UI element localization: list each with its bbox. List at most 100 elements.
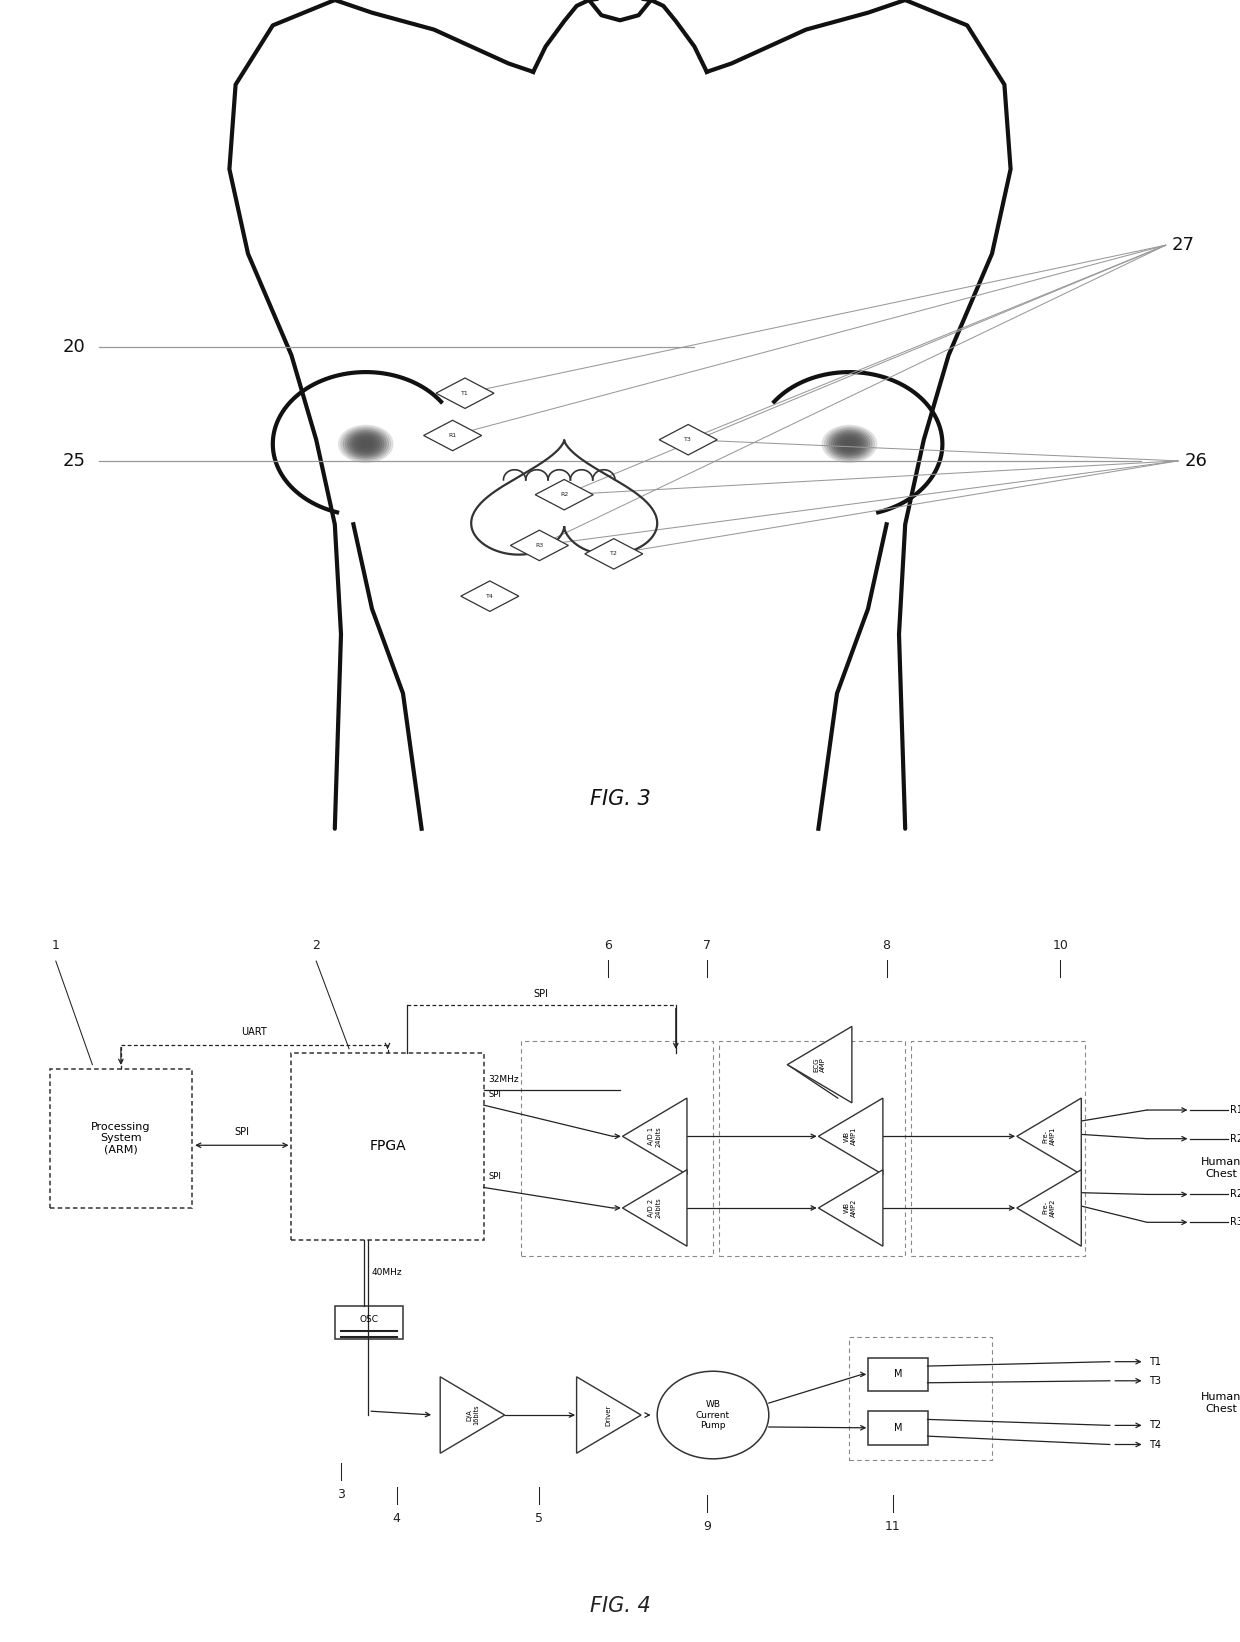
Text: UART: UART bbox=[242, 1026, 267, 1036]
Polygon shape bbox=[1017, 1098, 1081, 1174]
Circle shape bbox=[825, 427, 874, 461]
Text: R3: R3 bbox=[1230, 1217, 1240, 1227]
Text: A/D 1
24bits: A/D 1 24bits bbox=[649, 1126, 661, 1146]
Circle shape bbox=[341, 427, 391, 461]
Text: WB
Current
Pump: WB Current Pump bbox=[696, 1401, 730, 1430]
Text: 26: 26 bbox=[1184, 452, 1207, 470]
Text: 25: 25 bbox=[63, 452, 86, 470]
Text: D/A
16bits: D/A 16bits bbox=[466, 1404, 479, 1425]
Text: T1: T1 bbox=[1149, 1356, 1162, 1366]
Circle shape bbox=[357, 438, 374, 450]
Text: T2: T2 bbox=[1149, 1420, 1162, 1430]
Circle shape bbox=[841, 438, 858, 450]
Text: T3: T3 bbox=[1149, 1376, 1162, 1386]
Circle shape bbox=[361, 440, 371, 447]
Ellipse shape bbox=[657, 1371, 769, 1458]
Text: M: M bbox=[894, 1369, 901, 1379]
Circle shape bbox=[831, 432, 868, 456]
Text: R1: R1 bbox=[1230, 1105, 1240, 1115]
Text: T4: T4 bbox=[1149, 1440, 1162, 1450]
Text: 8: 8 bbox=[883, 939, 890, 952]
Text: 3: 3 bbox=[337, 1488, 345, 1501]
Text: SPI: SPI bbox=[489, 1172, 501, 1181]
Circle shape bbox=[352, 435, 379, 453]
Polygon shape bbox=[818, 1098, 883, 1174]
Polygon shape bbox=[511, 530, 568, 560]
Text: SPI: SPI bbox=[234, 1128, 249, 1138]
Text: WB
AMP1: WB AMP1 bbox=[844, 1126, 857, 1146]
Polygon shape bbox=[440, 1376, 505, 1453]
Text: A/D 2
24bits: A/D 2 24bits bbox=[649, 1197, 661, 1218]
Text: Processing
System
(ARM): Processing System (ARM) bbox=[92, 1121, 150, 1154]
Polygon shape bbox=[461, 581, 518, 611]
Text: 9: 9 bbox=[703, 1520, 711, 1534]
Circle shape bbox=[842, 438, 857, 448]
Text: 32MHz: 32MHz bbox=[489, 1076, 520, 1084]
Text: 40MHz: 40MHz bbox=[372, 1268, 403, 1277]
Bar bbox=[868, 1410, 928, 1445]
Circle shape bbox=[828, 430, 870, 458]
Text: 2: 2 bbox=[312, 939, 320, 952]
Text: 27: 27 bbox=[1172, 236, 1195, 255]
Circle shape bbox=[833, 433, 866, 455]
Text: Human
Chest: Human Chest bbox=[1202, 1158, 1240, 1179]
Text: ECG
AMP: ECG AMP bbox=[813, 1057, 826, 1072]
Circle shape bbox=[847, 442, 852, 445]
Bar bbox=[50, 1069, 192, 1209]
Text: T1: T1 bbox=[461, 391, 469, 396]
Text: SPI: SPI bbox=[489, 1090, 501, 1098]
Text: 1: 1 bbox=[52, 939, 60, 952]
Circle shape bbox=[345, 430, 387, 458]
Polygon shape bbox=[787, 1026, 852, 1103]
Text: T2: T2 bbox=[610, 552, 618, 557]
Text: 7: 7 bbox=[703, 939, 711, 952]
Bar bbox=[849, 1337, 992, 1460]
Circle shape bbox=[827, 429, 872, 460]
Polygon shape bbox=[818, 1169, 883, 1246]
Text: Driver: Driver bbox=[606, 1404, 611, 1425]
Polygon shape bbox=[622, 1098, 687, 1174]
Text: Pre-
AMP2: Pre- AMP2 bbox=[1043, 1199, 1055, 1217]
Text: OSC: OSC bbox=[360, 1315, 378, 1323]
Polygon shape bbox=[585, 539, 642, 570]
Polygon shape bbox=[536, 479, 593, 511]
Text: R2: R2 bbox=[560, 493, 568, 498]
Bar bbox=[291, 1053, 484, 1240]
Circle shape bbox=[822, 425, 877, 463]
Bar bbox=[911, 1041, 1085, 1256]
Text: FIG. 4: FIG. 4 bbox=[590, 1596, 650, 1616]
Circle shape bbox=[347, 432, 384, 456]
Text: Pre-
AMP1: Pre- AMP1 bbox=[1043, 1126, 1055, 1146]
Text: FPGA: FPGA bbox=[370, 1140, 405, 1153]
Bar bbox=[719, 1041, 905, 1256]
Polygon shape bbox=[660, 425, 717, 455]
Bar bbox=[335, 1305, 403, 1340]
Circle shape bbox=[350, 433, 382, 455]
Circle shape bbox=[339, 425, 393, 463]
Text: FIG. 3: FIG. 3 bbox=[590, 790, 650, 810]
Circle shape bbox=[355, 437, 377, 452]
Text: 20: 20 bbox=[63, 338, 86, 356]
Text: T4: T4 bbox=[486, 594, 494, 599]
Bar bbox=[521, 1041, 713, 1256]
Circle shape bbox=[836, 435, 863, 453]
Text: 11: 11 bbox=[885, 1520, 900, 1534]
Text: T3: T3 bbox=[684, 437, 692, 442]
Circle shape bbox=[358, 438, 373, 448]
Text: 4: 4 bbox=[393, 1512, 401, 1525]
Polygon shape bbox=[577, 1376, 641, 1453]
Circle shape bbox=[363, 442, 368, 445]
Circle shape bbox=[343, 429, 388, 460]
Text: M: M bbox=[894, 1422, 901, 1433]
Text: R3: R3 bbox=[536, 544, 543, 548]
Polygon shape bbox=[1017, 1169, 1081, 1246]
Text: 10: 10 bbox=[1053, 939, 1068, 952]
Text: 6: 6 bbox=[604, 939, 611, 952]
Text: 5: 5 bbox=[536, 1512, 543, 1525]
Circle shape bbox=[838, 437, 861, 452]
Text: Human
Chest: Human Chest bbox=[1202, 1392, 1240, 1414]
Text: R2: R2 bbox=[1230, 1189, 1240, 1199]
Bar bbox=[868, 1358, 928, 1391]
Text: WB
AMP2: WB AMP2 bbox=[844, 1199, 857, 1217]
Polygon shape bbox=[424, 420, 481, 450]
